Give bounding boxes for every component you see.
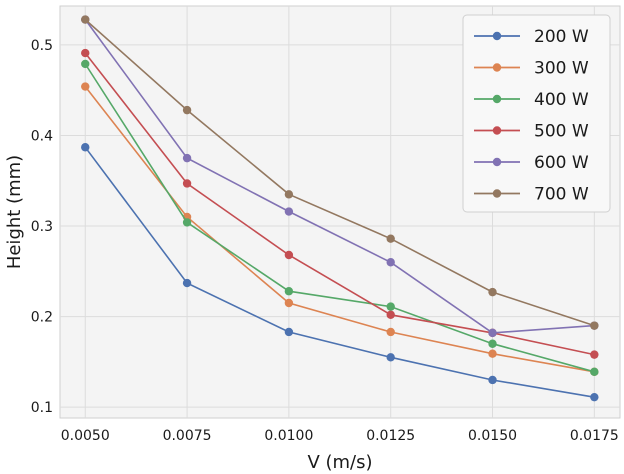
data-point xyxy=(488,375,497,385)
legend-label: 300 W xyxy=(534,59,589,79)
legend-label: 400 W xyxy=(534,90,589,110)
data-point xyxy=(182,218,192,227)
y-axis-ticks: 0.1 0.2 0.3 0.4 0.5 xyxy=(31,38,53,416)
series-line xyxy=(84,63,595,373)
data-point xyxy=(590,350,599,359)
data-point xyxy=(81,48,90,58)
y-tick-label: 0.5 xyxy=(31,38,53,54)
y-tick-label: 0.1 xyxy=(31,400,53,416)
series-line xyxy=(84,19,595,334)
data-point xyxy=(182,153,192,163)
series-layer xyxy=(81,15,599,402)
legend-label: 500 W xyxy=(534,122,589,142)
legend-entry: 600 W xyxy=(474,153,589,173)
data-point xyxy=(284,298,294,308)
legend-entry: 400 W xyxy=(474,90,589,110)
legend-marker xyxy=(492,63,502,72)
data-point xyxy=(284,250,294,260)
legend-label: 600 W xyxy=(534,153,589,173)
data-point xyxy=(284,190,294,199)
legend: 200 W 300 W 400 W 500 W 600 W 700 W xyxy=(462,14,611,213)
legend-marker xyxy=(492,157,502,167)
data-point xyxy=(488,328,497,338)
data-point xyxy=(81,82,90,91)
legend-entry: 300 W xyxy=(474,59,589,79)
legend-entry: 200 W xyxy=(474,27,589,47)
series-700-w xyxy=(81,15,599,330)
x-tick-label: 0.0075 xyxy=(163,428,212,444)
x-tick-label: 0.0100 xyxy=(264,428,313,444)
data-point xyxy=(386,234,395,243)
x-axis-ticks: 0.0050 0.0075 0.0100 0.0125 0.0150 0.0175 xyxy=(61,428,619,444)
legend-entry: 700 W xyxy=(474,185,589,205)
data-point xyxy=(284,207,294,216)
data-point xyxy=(81,143,90,152)
data-point xyxy=(182,179,192,188)
y-axis-label: Height (mm) xyxy=(4,155,25,269)
y-tick-label: 0.3 xyxy=(31,219,53,235)
data-point xyxy=(81,15,90,24)
y-tick-label: 0.2 xyxy=(31,310,53,326)
legend-marker xyxy=(492,94,502,104)
data-point xyxy=(590,392,599,402)
legend-entry: 500 W xyxy=(474,122,589,142)
series-line xyxy=(84,146,595,398)
data-point xyxy=(488,349,497,358)
data-point xyxy=(182,105,192,115)
data-point xyxy=(386,353,395,362)
data-point xyxy=(284,287,294,296)
data-point xyxy=(488,339,497,348)
legend-marker xyxy=(492,31,502,41)
series-400-w xyxy=(81,59,599,377)
data-point xyxy=(488,287,497,297)
legend-label: 200 W xyxy=(534,27,589,47)
data-point xyxy=(182,278,192,288)
data-point xyxy=(590,321,599,330)
legend-marker xyxy=(492,126,502,135)
y-tick-label: 0.4 xyxy=(31,128,53,144)
x-tick-label: 0.0150 xyxy=(468,428,517,444)
data-point xyxy=(81,59,90,69)
legend-marker xyxy=(492,189,502,198)
series-200-w xyxy=(81,143,599,402)
data-point xyxy=(386,327,395,337)
series-line xyxy=(84,52,595,356)
data-point xyxy=(284,327,294,337)
legend-label: 700 W xyxy=(534,185,589,205)
x-tick-label: 0.0050 xyxy=(61,428,110,444)
x-tick-label: 0.0125 xyxy=(366,428,415,444)
series-line xyxy=(84,19,595,327)
grid xyxy=(60,6,620,418)
data-point xyxy=(386,310,395,319)
x-tick-label: 0.0175 xyxy=(570,428,619,444)
data-point xyxy=(590,367,599,377)
x-axis-label: V (m/s) xyxy=(307,452,372,473)
data-point xyxy=(386,302,395,311)
data-point xyxy=(386,258,395,267)
